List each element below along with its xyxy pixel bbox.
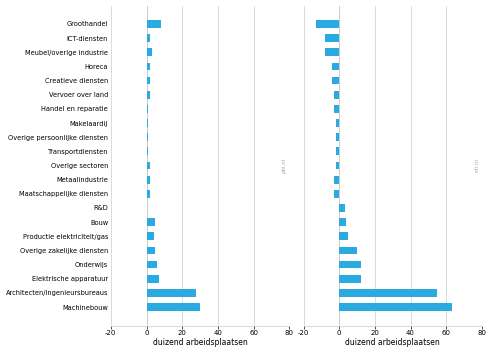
Bar xyxy=(325,48,339,56)
Bar xyxy=(316,20,339,28)
Bar xyxy=(147,162,150,169)
Bar xyxy=(147,133,148,141)
X-axis label: duizend arbeidsplaatsen: duizend arbeidsplaatsen xyxy=(153,339,247,347)
Bar xyxy=(334,105,339,113)
Bar xyxy=(339,204,344,212)
Bar xyxy=(325,34,339,42)
Text: pbl.nl: pbl.nl xyxy=(281,158,286,173)
Bar xyxy=(147,148,148,155)
Bar xyxy=(339,289,437,297)
Bar xyxy=(339,261,361,269)
Bar xyxy=(147,77,150,84)
Bar xyxy=(336,119,339,127)
Bar xyxy=(147,91,150,98)
Bar xyxy=(147,246,155,255)
Text: rdi.nl: rdi.nl xyxy=(474,158,479,173)
Bar xyxy=(336,148,339,155)
Bar xyxy=(339,218,346,226)
Bar xyxy=(339,246,357,255)
Bar xyxy=(147,275,159,283)
Bar xyxy=(339,303,452,311)
X-axis label: duizend arbeidsplaatsen: duizend arbeidsplaatsen xyxy=(345,339,440,347)
Bar xyxy=(147,20,161,28)
Bar xyxy=(147,289,196,297)
Bar xyxy=(339,275,361,283)
Bar xyxy=(147,176,150,184)
Bar xyxy=(334,190,339,198)
Bar xyxy=(147,232,154,240)
Bar xyxy=(332,62,339,70)
Bar xyxy=(147,119,148,127)
Bar xyxy=(147,48,152,56)
Bar xyxy=(147,218,155,226)
Bar xyxy=(339,232,348,240)
Bar xyxy=(147,190,150,198)
Bar xyxy=(147,34,150,42)
Bar xyxy=(334,91,339,98)
Bar xyxy=(147,105,148,113)
Bar xyxy=(147,62,150,70)
Bar xyxy=(332,77,339,84)
Bar xyxy=(336,162,339,169)
Bar xyxy=(147,303,200,311)
Bar xyxy=(334,176,339,184)
Bar xyxy=(336,133,339,141)
Bar xyxy=(147,261,157,269)
